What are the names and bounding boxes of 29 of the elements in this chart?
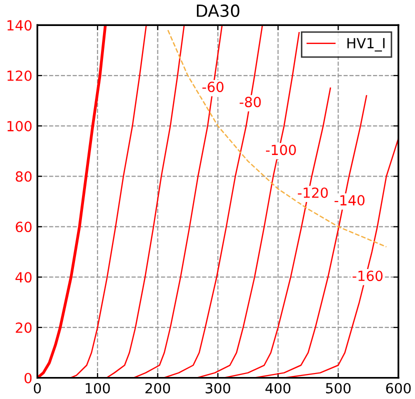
- y-tick-label: 20: [16, 322, 32, 333]
- annotation: -140: [334, 195, 364, 206]
- y-tick-label: 60: [16, 222, 32, 232]
- line-series: [167, 30, 387, 248]
- x-tick-label: 200: [145, 382, 170, 394]
- annotation: -100: [266, 144, 296, 156]
- x-tick-label: 100: [86, 382, 110, 394]
- x-tick-label: 300: [206, 382, 230, 394]
- line-series: [133, 25, 223, 378]
- line-series: [70, 25, 147, 378]
- y-tick-label: 140: [8, 20, 32, 31]
- y-tick-label: 100: [8, 120, 32, 132]
- annotation: -60: [202, 82, 224, 92]
- legend-label: HV1_I: [347, 38, 385, 52]
- annotation: -80: [240, 96, 261, 108]
- y-tick-label: 0: [24, 372, 32, 384]
- y-tick-label: 40: [15, 272, 32, 283]
- x-tick-label: 400: [265, 382, 290, 394]
- chart-title: DA30: [196, 4, 240, 18]
- x-tick-label: 600: [386, 382, 411, 394]
- annotation: -120: [298, 187, 328, 198]
- x-tick-label: 0: [34, 382, 41, 394]
- line-series: [223, 87, 332, 378]
- line-series: [163, 25, 264, 378]
- y-tick-label: 80: [16, 171, 32, 182]
- y-tick-label: 120: [8, 70, 32, 81]
- line-series: [106, 25, 185, 378]
- annotation: -160: [352, 270, 383, 282]
- x-tick-label: 500: [326, 382, 351, 394]
